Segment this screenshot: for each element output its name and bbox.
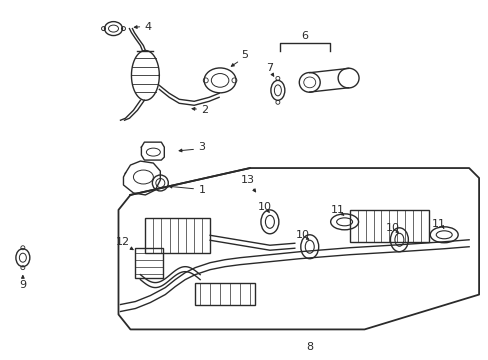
Text: 10: 10 <box>385 223 399 233</box>
Text: 10: 10 <box>257 202 271 212</box>
Text: 9: 9 <box>19 280 26 289</box>
Text: 10: 10 <box>295 230 309 240</box>
Text: 8: 8 <box>305 342 313 352</box>
Bar <box>145 218 210 253</box>
Text: 2: 2 <box>201 105 208 115</box>
Text: 7: 7 <box>266 63 273 73</box>
Bar <box>349 210 428 242</box>
Text: 6: 6 <box>301 31 307 41</box>
Bar <box>135 248 163 278</box>
Text: 5: 5 <box>241 50 248 60</box>
Text: 13: 13 <box>241 175 254 185</box>
Text: 1: 1 <box>198 185 205 195</box>
Text: 3: 3 <box>198 142 205 152</box>
Text: 12: 12 <box>115 237 129 247</box>
Text: 11: 11 <box>431 219 446 229</box>
Text: 4: 4 <box>144 22 152 32</box>
Text: 11: 11 <box>330 205 344 215</box>
Bar <box>195 283 254 305</box>
